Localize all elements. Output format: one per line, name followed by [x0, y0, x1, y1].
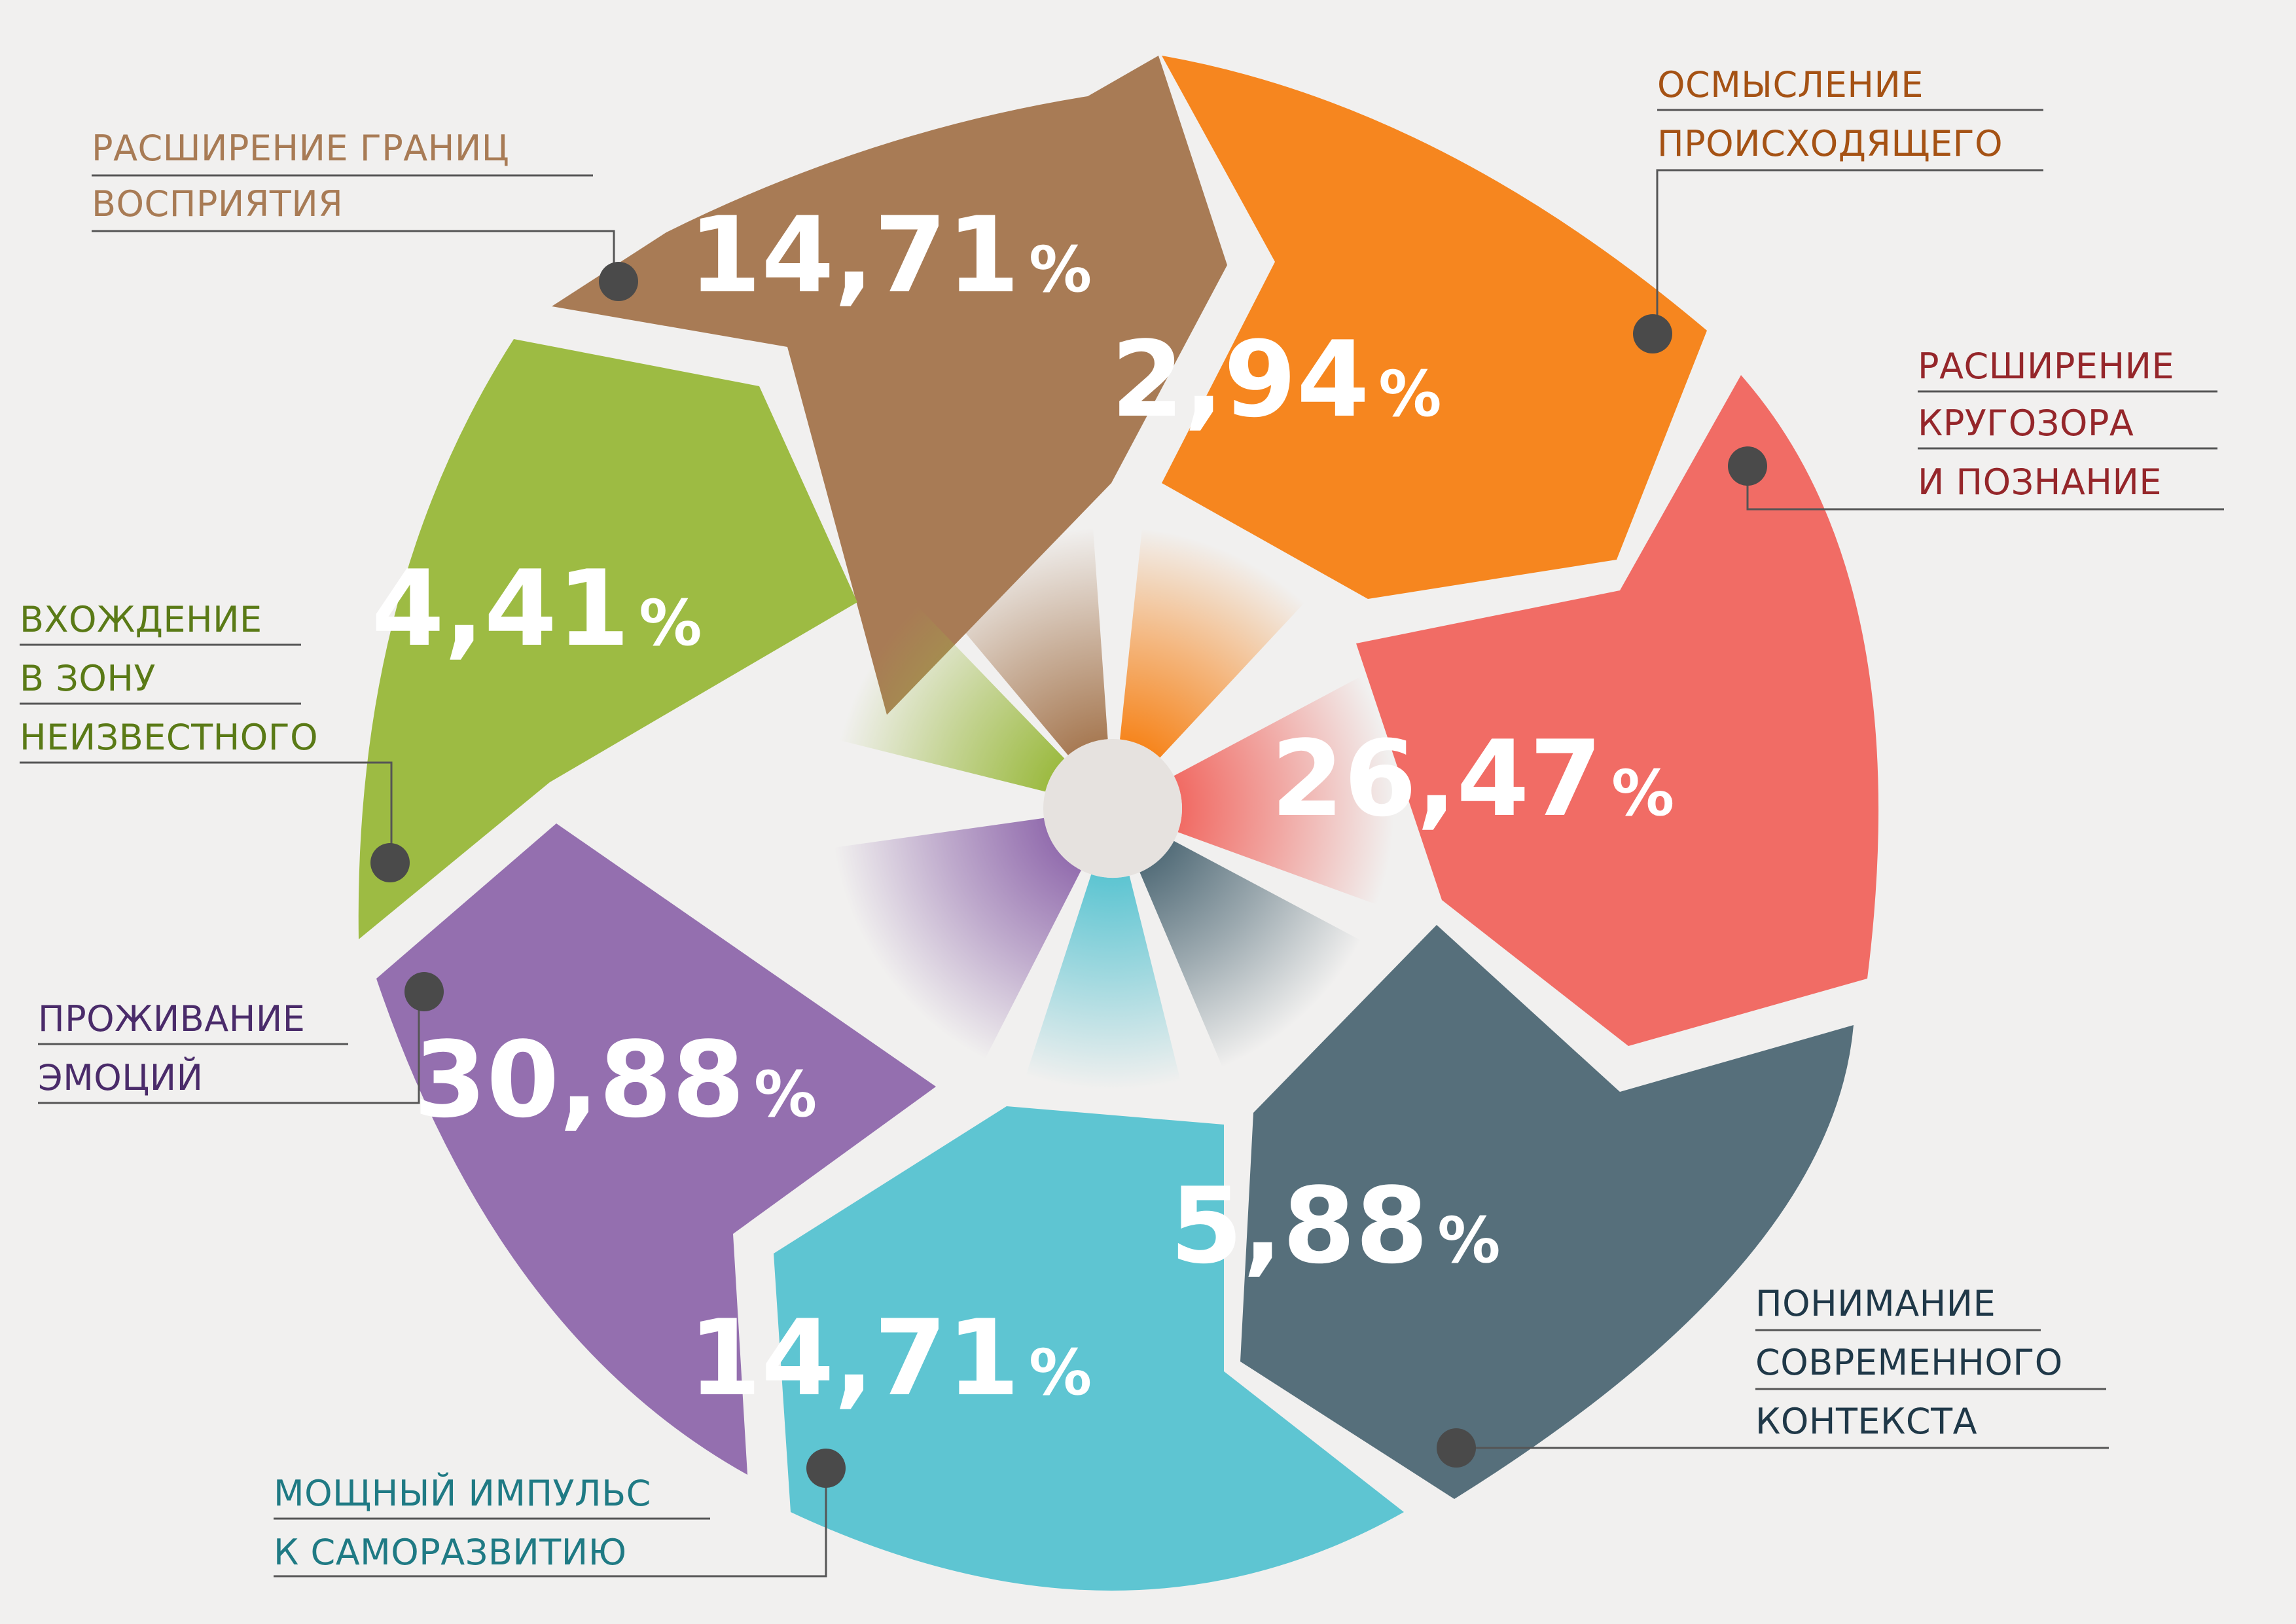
segment-bottom-right — [1240, 925, 1854, 1499]
segment-top-right — [1162, 56, 1707, 599]
caption-right: РАСШИРЕНИЕ КРУГОЗОРА И ПОЗНАНИЕ — [1748, 346, 2224, 511]
caption-top: РАСШИРЕНИЕ ГРАНИЦ ВОСПРИЯТИЯ — [92, 128, 614, 232]
leader-lines — [20, 169, 2224, 1578]
value-number: 30,88 — [414, 1019, 745, 1141]
inner-wedge-bottom-left — [834, 818, 1081, 1060]
leader-dot — [806, 1449, 846, 1488]
leader-line — [38, 992, 420, 1104]
center-hub — [1043, 739, 1182, 878]
caption-line: В ЗОНУ — [20, 658, 156, 699]
value-number: 4,41 — [372, 547, 630, 670]
segment-bottom — [774, 1106, 1404, 1591]
value-label-bottom: 14,71% — [689, 1297, 1092, 1419]
caption-bottom-right: ПОНИМАНИЕ СОВРЕМЕННОГО КОНТЕКСТА — [1456, 1283, 2109, 1449]
inner-wedge-right — [1174, 676, 1394, 905]
caption-bottom-left: ПРОЖИВАНИЕ ЭМОЦИЙ — [38, 998, 419, 1104]
segment-left — [358, 339, 857, 939]
inner-wedge-left — [839, 605, 1065, 792]
value-label-bottom-left: 30,88% — [414, 1019, 817, 1141]
value-label-left: 4,41% — [372, 547, 702, 670]
value-labels: 14,71 %2,94 %26,47 %5,88 %14,71 %30,88 %4,41% — [372, 194, 1675, 1419]
value-label-bottom-right: 5,88% — [1170, 1164, 1501, 1287]
caption-line: ПРОИСХОДЯЩЕГО — [1657, 123, 2003, 164]
value-label-top-right: 2,94% — [1111, 318, 1442, 441]
value-number: 26,47 — [1271, 717, 1602, 840]
leader-dot — [370, 843, 410, 882]
caption-line: МОЩНЫЙ ИМПУЛЬС — [274, 1473, 651, 1514]
caption-line: НЕИЗВЕСТНОГО — [20, 717, 318, 758]
leader-line — [20, 761, 393, 863]
caption-line: КРУГОЗОРА — [1918, 403, 2134, 444]
value-label-right: 26,47% — [1271, 717, 1674, 840]
caption-line: РАСШИРЕНИЕ ГРАНИЦ — [92, 128, 509, 169]
caption-line: ОСМЫСЛЕНИЕ — [1657, 64, 1924, 105]
value-percent: % — [639, 586, 702, 660]
inner-wedges — [834, 528, 1394, 1090]
chart-segments — [358, 56, 1879, 1591]
caption-line: К САМОРАЗВИТИЮ — [274, 1532, 627, 1573]
caption-line: КОНТЕКСТА — [1755, 1401, 1977, 1442]
value-number: 5,88 — [1170, 1164, 1429, 1287]
leader-line — [1656, 169, 2043, 334]
value-number: 14,71 — [689, 194, 1020, 316]
leader-dot — [404, 972, 444, 1011]
leader-dot — [599, 262, 638, 301]
caption-line: ПОНИМАНИЕ — [1755, 1283, 1996, 1324]
leader-bottom-right — [1437, 1428, 2109, 1468]
value-percent: % — [754, 1058, 817, 1131]
segment-top — [552, 56, 1227, 715]
caption-bottom: МОЩНЫЙ ИМПУЛЬС К САМОРАЗВИТИЮ — [274, 1473, 826, 1578]
value-percent: % — [1611, 757, 1674, 830]
caption-line: ВХОЖДЕНИЕ — [20, 599, 262, 640]
inner-wedge-top-right — [1120, 528, 1305, 758]
caption-left: ВХОЖДЕНИЕ В ЗОНУ НЕИЗВЕСТНОГО — [20, 599, 391, 764]
segment-right — [1356, 375, 1879, 1046]
leader-dot — [1633, 314, 1672, 353]
leader-left — [20, 761, 410, 882]
inner-wedge-bottom — [1026, 874, 1181, 1090]
leader-bottom-left — [38, 972, 444, 1104]
value-number: 14,71 — [689, 1297, 1020, 1419]
caption-line: РАСШИРЕНИЕ — [1918, 346, 2174, 387]
leader-top — [92, 230, 638, 301]
value-percent: % — [1437, 1204, 1500, 1277]
inner-wedge-top — [931, 528, 1108, 755]
inner-wedge-bottom-right — [1139, 840, 1361, 1068]
value-label-top: 14,71% — [689, 194, 1092, 316]
value-percent: % — [1378, 357, 1441, 431]
value-number: 2,94 — [1111, 318, 1370, 441]
leader-dot — [1728, 446, 1767, 486]
segment-bottom-left — [376, 823, 936, 1475]
caption-line: ЭМОЦИЙ — [38, 1057, 204, 1098]
value-percent: % — [1029, 1336, 1092, 1409]
caption-line: ПРОЖИВАНИЕ — [38, 998, 305, 1039]
leader-dot — [1437, 1428, 1476, 1468]
caption-line: СОВРЕМЕННОГО — [1755, 1342, 2063, 1383]
caption-top-right: ОСМЫСЛЕНИЕ ПРОИСХОДЯЩЕГО — [1657, 64, 2043, 171]
leader-bottom — [274, 1449, 846, 1578]
leader-line — [274, 1468, 827, 1578]
caption-line: ВОСПРИЯТИЯ — [92, 183, 343, 225]
leader-line — [92, 230, 615, 281]
leader-right — [1728, 446, 2224, 511]
caption-line: И ПОЗНАНИЕ — [1918, 461, 2162, 503]
leader-top-right — [1633, 169, 2043, 353]
value-percent: % — [1029, 233, 1092, 306]
